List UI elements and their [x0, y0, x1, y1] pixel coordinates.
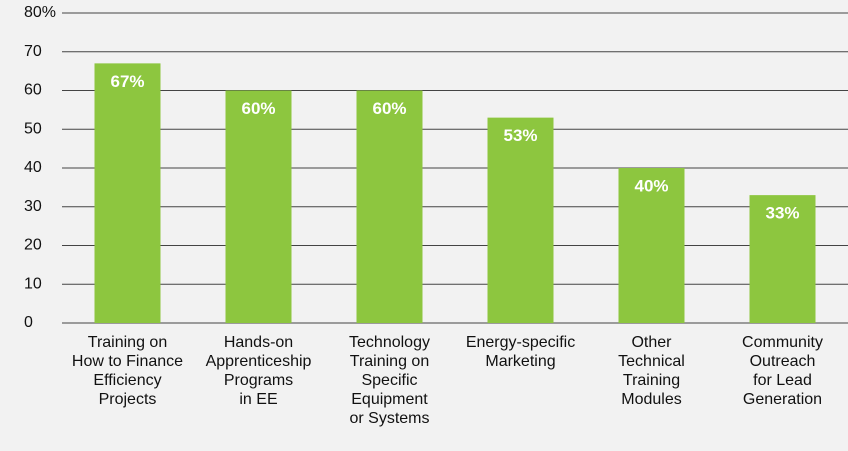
x-tick-label: Energy-specific — [466, 334, 575, 351]
bar — [618, 168, 685, 323]
bar — [356, 90, 423, 323]
x-tick-label: Technical — [618, 353, 685, 370]
x-tick-label: Outreach — [750, 353, 816, 370]
y-tick-label: 10 — [24, 275, 42, 292]
x-tick-label: Apprenticeship — [206, 353, 312, 370]
x-tick-label: Marketing — [485, 353, 555, 370]
x-tick-label: How to Finance — [72, 353, 183, 370]
y-tick-label: 40 — [24, 159, 42, 176]
y-tick-label: 0 — [24, 314, 33, 331]
value-label: 67% — [110, 72, 144, 91]
x-tick-label: Hands-on — [224, 334, 293, 351]
x-tick-label: Generation — [743, 391, 822, 408]
y-tick-label: 80% — [24, 4, 56, 21]
y-tick-label: 20 — [24, 237, 42, 254]
x-tick-label: Specific — [361, 372, 417, 389]
x-tick-label: Programs — [224, 372, 293, 389]
value-label: 40% — [634, 176, 668, 195]
x-tick-label: Technology — [349, 334, 430, 351]
bar — [94, 63, 161, 323]
x-tick-label: in EE — [239, 391, 277, 408]
value-label: 53% — [503, 126, 537, 145]
y-tick-label: 50 — [24, 120, 42, 137]
x-tick-label: Training on — [350, 353, 429, 370]
bar — [749, 195, 816, 323]
value-label: 60% — [241, 99, 275, 118]
value-label: 60% — [372, 99, 406, 118]
x-tick-label: Equipment — [351, 391, 428, 408]
y-tick-label: 30 — [24, 198, 42, 215]
x-tick-label: Projects — [99, 391, 157, 408]
y-tick-label: 60 — [24, 82, 42, 99]
x-tick-label: for Lead — [753, 372, 812, 389]
x-tick-label: Community — [742, 334, 823, 351]
value-label: 33% — [765, 204, 799, 223]
x-tick-label: Efficiency — [93, 372, 161, 389]
x-tick-label: Modules — [621, 391, 681, 408]
x-tick-label: Training — [623, 372, 680, 389]
x-tick-label: or Systems — [349, 410, 429, 427]
bar — [225, 90, 292, 323]
bar — [487, 117, 554, 323]
x-tick-label: Training on — [88, 334, 167, 351]
y-tick-label: 70 — [24, 43, 42, 60]
x-tick-label: Other — [631, 334, 672, 351]
